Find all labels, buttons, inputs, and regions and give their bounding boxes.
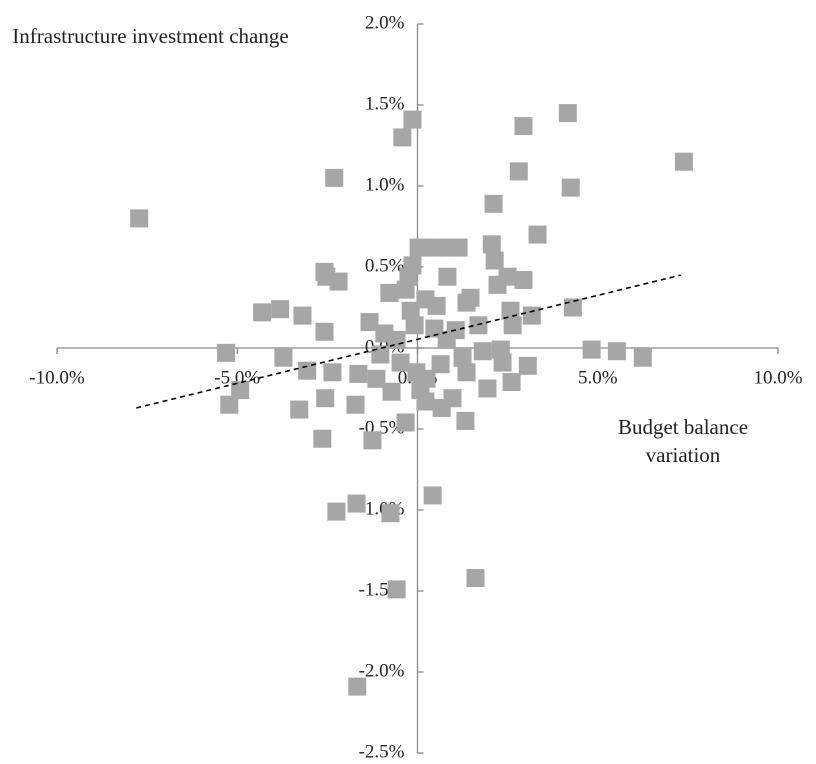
x-tick-label: 10.0%	[753, 367, 802, 388]
point	[528, 225, 547, 244]
x-axis-label: Budget balance variation	[617, 415, 749, 467]
y-tick-label: -2.0%	[359, 660, 405, 681]
point	[348, 677, 367, 696]
point	[449, 238, 468, 257]
point	[329, 272, 348, 291]
point	[416, 392, 435, 411]
point	[633, 348, 652, 367]
y-tick-label: 0.5%	[365, 255, 405, 276]
point	[293, 306, 312, 325]
point	[315, 322, 334, 341]
point	[502, 373, 521, 392]
point	[457, 363, 476, 382]
point	[393, 128, 412, 147]
point	[466, 569, 485, 588]
point	[253, 303, 272, 322]
point	[371, 345, 390, 364]
point	[274, 348, 293, 367]
point	[558, 104, 577, 123]
point	[363, 431, 382, 450]
point	[514, 117, 533, 136]
point	[453, 348, 472, 367]
point	[367, 369, 386, 388]
point	[443, 389, 462, 408]
point	[509, 162, 528, 181]
point	[461, 288, 480, 307]
point	[391, 353, 410, 372]
point	[498, 267, 517, 286]
point	[493, 353, 512, 372]
point	[217, 343, 236, 362]
point	[423, 486, 442, 505]
point	[456, 411, 475, 430]
point	[518, 356, 537, 375]
point	[514, 270, 533, 289]
x-tick-label: -10.0%	[29, 367, 85, 388]
point	[469, 316, 488, 335]
point	[417, 369, 436, 388]
point	[582, 340, 601, 359]
point	[290, 400, 309, 419]
point	[674, 152, 693, 171]
point	[220, 395, 239, 414]
point	[427, 296, 446, 315]
point	[387, 580, 406, 599]
point	[381, 504, 400, 523]
point	[409, 238, 428, 257]
point	[130, 209, 149, 228]
point	[327, 502, 346, 521]
y-tick-label: 1.5%	[365, 93, 405, 114]
point	[484, 194, 503, 213]
point	[360, 313, 379, 332]
point	[231, 381, 250, 400]
point	[349, 364, 368, 383]
point	[380, 283, 399, 302]
point	[482, 235, 501, 254]
point	[561, 178, 580, 197]
point	[438, 267, 457, 286]
point	[396, 413, 415, 432]
point	[298, 361, 317, 380]
y-tick-label: -2.5%	[359, 741, 405, 762]
point	[607, 342, 626, 361]
point	[347, 494, 366, 513]
y-tick-label: 2.0%	[365, 12, 405, 33]
point	[503, 316, 522, 335]
point	[313, 429, 332, 448]
point	[563, 298, 582, 317]
point	[405, 316, 424, 335]
point	[478, 379, 497, 398]
point	[473, 342, 492, 361]
point	[522, 306, 541, 325]
point	[316, 389, 335, 408]
point	[271, 300, 290, 319]
point	[323, 363, 342, 382]
x-tick-label: 5.0%	[578, 367, 618, 388]
point	[346, 395, 365, 414]
point	[382, 382, 401, 401]
point	[403, 256, 422, 275]
y-axis-label: Infrastructure investment change	[12, 24, 289, 48]
point	[401, 301, 420, 320]
point	[431, 355, 450, 374]
point	[325, 168, 344, 187]
point	[485, 251, 504, 270]
y-tick-label: 1.0%	[365, 174, 405, 195]
point	[387, 330, 406, 349]
point	[425, 238, 444, 257]
point	[403, 110, 422, 129]
trend-line	[136, 274, 681, 409]
